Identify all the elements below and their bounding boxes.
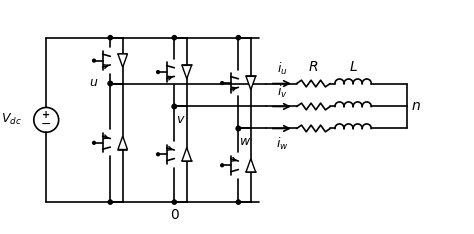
Circle shape — [172, 36, 176, 40]
Circle shape — [236, 36, 240, 40]
Circle shape — [236, 126, 240, 131]
Polygon shape — [246, 76, 255, 90]
Text: 0: 0 — [170, 208, 179, 222]
Text: $i_{v}$: $i_{v}$ — [276, 84, 287, 100]
Text: L: L — [349, 60, 357, 74]
Text: n: n — [411, 99, 420, 113]
Circle shape — [108, 200, 112, 204]
Text: u: u — [89, 76, 97, 89]
Circle shape — [236, 200, 240, 204]
Text: $i_{w}$: $i_{w}$ — [275, 136, 288, 152]
Text: $i_{u}$: $i_{u}$ — [276, 61, 287, 77]
Text: w: w — [240, 135, 251, 148]
Circle shape — [221, 164, 224, 167]
Circle shape — [172, 200, 176, 204]
Circle shape — [108, 36, 112, 40]
Text: v: v — [176, 113, 183, 126]
Polygon shape — [246, 159, 255, 172]
Polygon shape — [182, 65, 191, 79]
Text: +: + — [42, 110, 50, 120]
Text: $V_{dc}$: $V_{dc}$ — [0, 112, 21, 128]
Circle shape — [172, 104, 176, 109]
Text: R: R — [309, 60, 318, 74]
Polygon shape — [182, 148, 191, 161]
Circle shape — [92, 59, 95, 62]
Circle shape — [108, 81, 112, 86]
Circle shape — [156, 71, 160, 73]
Circle shape — [221, 82, 224, 84]
Circle shape — [108, 81, 112, 86]
Circle shape — [156, 153, 160, 156]
Polygon shape — [118, 54, 128, 67]
Circle shape — [172, 104, 176, 109]
Circle shape — [92, 141, 95, 144]
Text: −: − — [41, 118, 52, 131]
Circle shape — [236, 126, 240, 131]
Polygon shape — [118, 136, 128, 150]
